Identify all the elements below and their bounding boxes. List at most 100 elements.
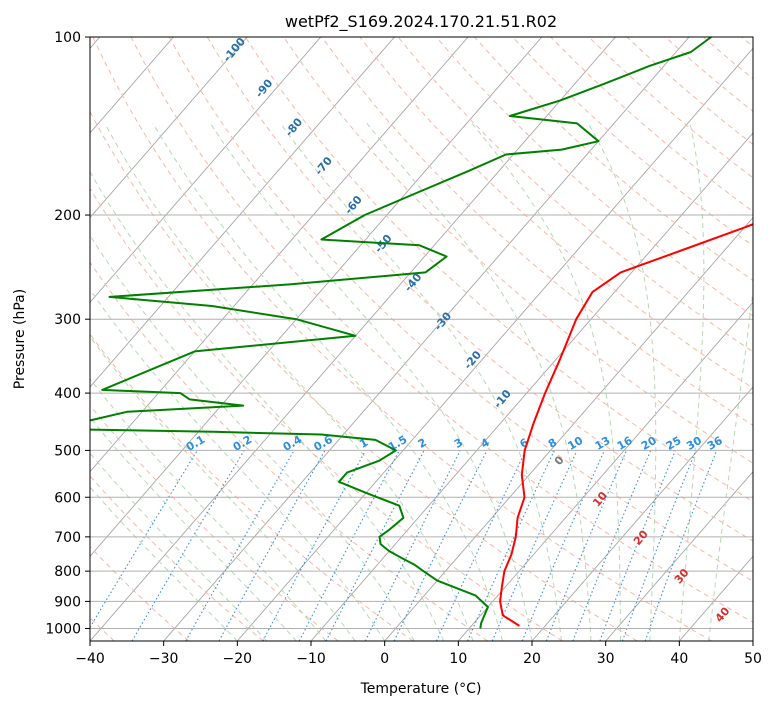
dry-adiabat-line bbox=[474, 37, 753, 282]
dry-adiabat-line bbox=[130, 37, 753, 623]
chart-title: wetPf2_S169.2024.170.21.51.R02 bbox=[285, 12, 557, 32]
dry-adiabat-line bbox=[397, 37, 753, 353]
mixing-ratio-line bbox=[185, 450, 295, 641]
isotherm-line bbox=[163, 37, 690, 641]
moist-adiabat-line bbox=[708, 287, 753, 641]
dewpoint-profile-line bbox=[90, 37, 712, 629]
x-tick-label: −40 bbox=[75, 651, 105, 667]
y-tick-label: 1000 bbox=[45, 621, 81, 637]
x-tick-label: 40 bbox=[670, 651, 688, 667]
mixing-ratio-line bbox=[393, 450, 488, 641]
isotherm-line bbox=[310, 132, 753, 641]
dry-adiabat-label: 30 bbox=[672, 566, 692, 586]
y-tick-label: 900 bbox=[54, 594, 81, 610]
isotherm-line bbox=[90, 37, 395, 388]
moist-adiabat-line bbox=[90, 170, 445, 641]
mixing-ratio-line bbox=[621, 450, 697, 641]
dry-adiabat-line bbox=[588, 37, 753, 179]
moist-adiabat-line bbox=[587, 123, 657, 641]
dry-adiabat-line bbox=[741, 37, 753, 48]
y-tick-label: 300 bbox=[54, 312, 81, 328]
x-tick-label: 10 bbox=[449, 651, 467, 667]
isotherm-line bbox=[605, 470, 753, 641]
plot-frame bbox=[89, 36, 754, 642]
y-tick-label: 200 bbox=[54, 208, 81, 224]
isotherm-line bbox=[90, 37, 616, 641]
mixing-ratio-line bbox=[521, 450, 605, 641]
dry-adiabat-label: -70 bbox=[312, 154, 335, 178]
moist-adiabat-line bbox=[90, 378, 327, 641]
profile-series bbox=[90, 37, 753, 629]
x-tick-label: 50 bbox=[744, 651, 762, 667]
isotherm-line bbox=[678, 555, 753, 641]
mixing-ratio-line bbox=[262, 450, 367, 641]
moist-adiabat-line bbox=[366, 123, 592, 641]
x-tick-label: −10 bbox=[296, 651, 326, 667]
x-axis-ticks: −40 −30 −20 −10 0 10 20 30 40 50 bbox=[75, 641, 762, 667]
dry-adiabat-line bbox=[283, 37, 753, 464]
moist-adiabat-line bbox=[152, 123, 503, 641]
mixing-ratio-line bbox=[644, 450, 718, 641]
mixing-ratio-line bbox=[90, 450, 198, 629]
mixing-ratio-line bbox=[218, 450, 326, 641]
moist-adiabat-line bbox=[280, 123, 562, 641]
isotherm-line bbox=[531, 386, 753, 641]
moist-adiabat-line bbox=[104, 123, 474, 641]
dry-adiabat-line bbox=[664, 37, 753, 113]
moist-adiabat-line bbox=[209, 123, 533, 641]
y-tick-label: 800 bbox=[54, 564, 81, 580]
y-axis-label: Pressure (hPa) bbox=[12, 289, 28, 389]
dry-adiabat-label: 40 bbox=[713, 604, 733, 624]
mixing-ratio-label: 4 bbox=[479, 436, 492, 451]
dry-adiabat-line bbox=[90, 475, 264, 641]
dry-adiabat-line bbox=[90, 333, 414, 641]
dry-adiabat-line bbox=[512, 37, 753, 247]
isotherm-line bbox=[457, 301, 753, 641]
isotherm-line bbox=[90, 37, 248, 219]
mixing-ratio-line bbox=[545, 450, 628, 641]
moist-adiabat-line bbox=[90, 486, 238, 641]
mixing-ratio-line bbox=[599, 450, 676, 641]
y-tick-label: 400 bbox=[54, 386, 81, 402]
dry-adiabat-label: -100 bbox=[220, 35, 248, 65]
dry-adiabat-label: 20 bbox=[631, 527, 651, 547]
mixing-ratio-label: 3 bbox=[452, 436, 465, 451]
mixing-ratio-line bbox=[435, 450, 527, 641]
y-tick-label: 600 bbox=[54, 490, 81, 506]
moist-adiabat-line bbox=[90, 335, 356, 641]
dry-adiabat-line bbox=[168, 37, 753, 582]
x-tick-label: 0 bbox=[380, 651, 389, 667]
dry-adiabat-line bbox=[90, 404, 339, 641]
moist-adiabat-line bbox=[90, 288, 386, 641]
x-tick-label: −30 bbox=[149, 651, 179, 667]
mixing-ratio-line bbox=[466, 450, 555, 641]
dry-adiabat-label: -90 bbox=[253, 76, 276, 100]
mixing-ratio-line bbox=[572, 450, 652, 641]
dry-adiabat-line bbox=[359, 37, 753, 389]
pressure-gridlines bbox=[90, 37, 753, 629]
dry-adiabat-label: -60 bbox=[342, 193, 365, 217]
x-axis-label: Temperature (°C) bbox=[360, 681, 482, 697]
temperature-profile-line bbox=[499, 223, 753, 627]
dry-adiabat-line bbox=[90, 110, 638, 641]
y-tick-label: 500 bbox=[54, 443, 81, 459]
mixing-ratio-label: 2 bbox=[416, 436, 429, 451]
isotherm-line bbox=[90, 37, 543, 557]
dry-adiabat-line bbox=[90, 261, 488, 641]
moist-adiabat-line bbox=[90, 452, 268, 641]
isotherm-line bbox=[236, 47, 753, 641]
dry-adiabat-label: 10 bbox=[590, 489, 610, 509]
moist-adiabat-line bbox=[90, 416, 297, 641]
x-tick-label: 30 bbox=[597, 651, 615, 667]
mixing-ratio-line bbox=[364, 450, 461, 641]
y-tick-label: 700 bbox=[54, 530, 81, 546]
moist-adiabat-line bbox=[90, 234, 415, 641]
mixing-ratio-line bbox=[491, 450, 578, 641]
y-axis-ticks: 100 200 300 400 500 600 700 800 900 1000 bbox=[45, 30, 90, 637]
x-tick-label: 20 bbox=[523, 651, 541, 667]
x-tick-label: −20 bbox=[223, 651, 253, 667]
isotherm-line bbox=[384, 216, 753, 641]
isotherm-line bbox=[90, 37, 469, 473]
isotherm-line bbox=[90, 37, 322, 303]
